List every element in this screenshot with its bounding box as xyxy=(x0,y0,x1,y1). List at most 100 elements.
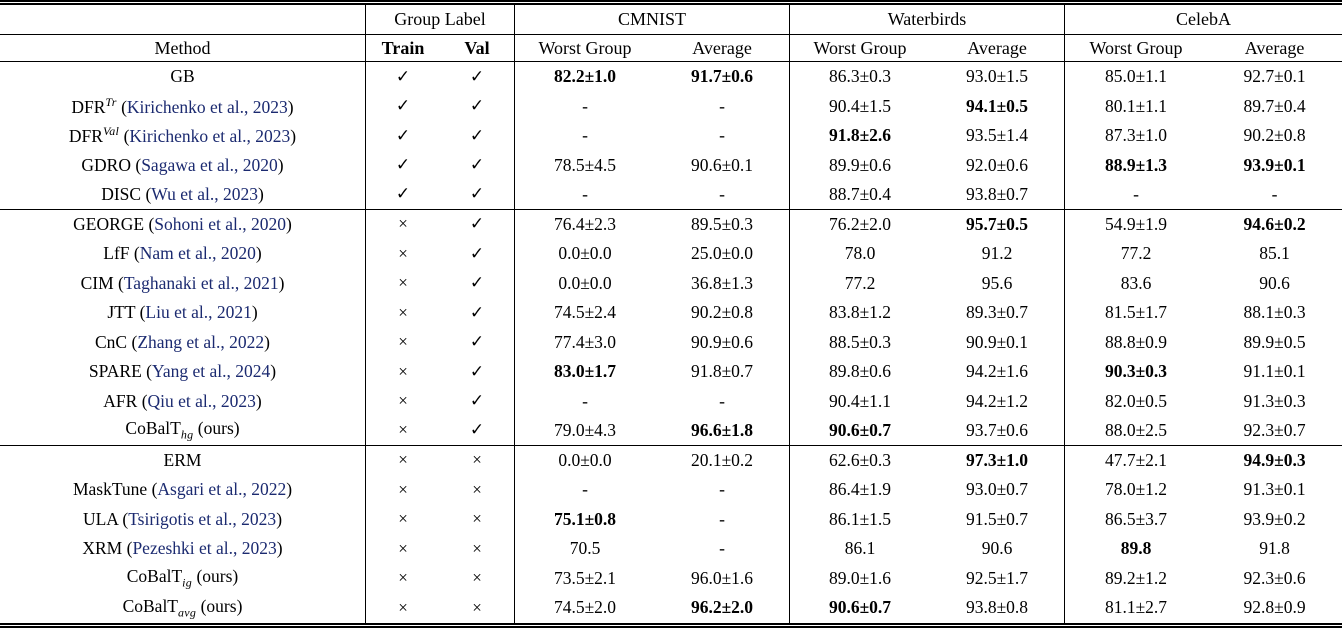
cross-icon: × xyxy=(365,504,440,534)
method-subscript: avg xyxy=(178,605,197,619)
value-cell: 90.4±1.1 xyxy=(789,386,930,416)
citation-link[interactable]: Kirichenko et al., 2023 xyxy=(126,96,288,117)
value-cell: 92.8±0.9 xyxy=(1243,597,1306,618)
citation-link[interactable]: Pezeshki et al., 2023 xyxy=(132,538,277,559)
cross-icon: × xyxy=(365,386,440,416)
citation-link[interactable]: Liu et al., 2021 xyxy=(145,302,252,323)
value-cell: 80.1±1.1 xyxy=(1064,91,1207,121)
check-icon: ✓ xyxy=(469,243,485,263)
value-cell: 86.4±1.9 xyxy=(789,475,930,505)
value-cell: 82.2±1.0 xyxy=(514,62,655,92)
value-cell: 91.7±0.6 xyxy=(690,66,754,87)
citation-link[interactable]: Zhang et al., 2022 xyxy=(137,331,265,352)
value-cell: 77.2 xyxy=(789,268,930,298)
value-cell: 83.8±1.2 xyxy=(789,298,930,328)
citation-link[interactable]: Sagawa et al., 2020 xyxy=(141,154,278,175)
group-label-header: Group Label xyxy=(365,5,514,35)
value-cell: - xyxy=(719,390,725,411)
value-cell: 82.0±0.5 xyxy=(1064,386,1207,416)
table-row: SPARE (Yang et al., 2024) × ✓ 83.0±1.7 91.8±… xyxy=(0,357,1342,387)
table-row: ULA (Tsirigotis et al., 2023) × × 75.1±0.8 -… xyxy=(0,504,1342,534)
column-header-row: Method Train Val Worst Group Average Wor… xyxy=(0,35,1342,62)
cross-icon: × xyxy=(365,534,440,564)
value-cell: 94.9±0.3 xyxy=(1243,449,1306,470)
dataset-header-cmnist: CMNIST xyxy=(514,5,790,35)
value-cell: 94.6±0.2 xyxy=(1243,213,1306,234)
cross-icon: × xyxy=(472,479,482,499)
citation-link[interactable]: Qiu et al., 2023 xyxy=(147,390,256,411)
check-icon: ✓ xyxy=(469,332,485,352)
citation-link[interactable]: Nam et al., 2020 xyxy=(139,243,256,264)
check-icon: ✓ xyxy=(469,273,485,293)
citation-link[interactable]: Sohoni et al., 2020 xyxy=(154,213,287,234)
method-cell: CnC (Zhang et al., 2022) xyxy=(95,331,270,352)
value-cell: 90.6±0.7 xyxy=(789,416,931,446)
value-cell: - xyxy=(719,538,725,559)
value-cell: 92.3±0.6 xyxy=(1243,567,1306,588)
cross-icon: × xyxy=(472,538,482,558)
method-cell: CoBalThg (ours) xyxy=(0,416,365,446)
check-icon: ✓ xyxy=(365,150,440,180)
check-icon: ✓ xyxy=(365,121,440,151)
dataset-header-celeba: CelebA xyxy=(1064,5,1342,35)
value-cell: 92.5±1.7 xyxy=(965,567,1029,588)
value-cell: 89.9±0.6 xyxy=(789,150,930,180)
value-cell: - xyxy=(719,125,725,146)
method-cell: LfF (Nam et al., 2020) xyxy=(103,243,262,264)
value-cell: 96.6±1.8 xyxy=(655,416,790,446)
method-subscript: ig xyxy=(182,575,193,590)
value-cell: 25.0±0.0 xyxy=(690,243,754,264)
value-cell: 70.5 xyxy=(514,534,655,564)
value-cell: 89.0±1.6 xyxy=(789,563,930,593)
value-cell: 92.0±0.6 xyxy=(965,154,1029,175)
citation-link[interactable]: Asgari et al., 2022 xyxy=(157,479,287,500)
value-cell: 90.6 xyxy=(981,538,1013,559)
check-icon: ✓ xyxy=(469,66,485,86)
table-row: JTT (Liu et al., 2021) × ✓ 74.5±2.4 90.2±0.8… xyxy=(0,298,1342,328)
value-cell: 89.3±0.7 xyxy=(965,302,1029,323)
cross-icon: × xyxy=(365,327,440,357)
value-cell: 94.1±0.5 xyxy=(965,95,1029,116)
citation-link[interactable]: Wu et al., 2023 xyxy=(151,183,258,204)
table-row: GB ✓ ✓ 82.2±1.0 91.7±0.6 86.3±0.3 93.0±1.5 85.0… xyxy=(0,62,1342,92)
value-cell: 88.1±0.3 xyxy=(1243,302,1306,323)
method-cell: DFRVal (Kirichenko et al., 2023) xyxy=(68,124,297,147)
value-cell: 81.5±1.7 xyxy=(1064,298,1207,328)
value-cell: 91.3±0.1 xyxy=(1243,479,1306,500)
results-table-frame: Group Label CMNIST Waterbirds CelebA Met… xyxy=(0,0,1342,628)
value-cell: 92.7±0.1 xyxy=(1243,66,1306,87)
results-table: Group Label CMNIST Waterbirds CelebA Met… xyxy=(0,5,1342,623)
value-cell: 74.5±2.0 xyxy=(514,593,655,623)
value-cell: 93.5±1.4 xyxy=(965,125,1029,146)
method-cell: MaskTune (Asgari et al., 2022) xyxy=(72,479,293,500)
cross-icon: × xyxy=(472,597,482,617)
value-cell: 81.1±2.7 xyxy=(1064,593,1207,623)
value-cell: - xyxy=(514,386,655,416)
method-cell: CIM (Taghanaki et al., 2021) xyxy=(80,272,285,293)
value-cell: 91.8±0.7 xyxy=(690,361,754,382)
value-cell: 91.5±0.7 xyxy=(965,508,1029,529)
value-cell: 91.3±0.3 xyxy=(1243,390,1306,411)
value-cell: 75.1±0.8 xyxy=(514,504,655,534)
citation-link[interactable]: Yang et al., 2024 xyxy=(151,361,271,382)
value-cell: 0.0±0.0 xyxy=(514,239,655,269)
group-header-row: Group Label CMNIST Waterbirds CelebA xyxy=(0,5,1342,35)
cross-icon: × xyxy=(365,209,440,239)
value-cell: 86.5±3.7 xyxy=(1064,504,1207,534)
value-cell: 90.6±0.7 xyxy=(789,593,930,623)
citation-link[interactable]: Kirichenko et al., 2023 xyxy=(129,126,291,147)
citation-link[interactable]: Tsirigotis et al., 2023 xyxy=(128,508,277,529)
value-cell: 85.1 xyxy=(1259,243,1290,264)
method-cell: ULA (Tsirigotis et al., 2023) xyxy=(82,508,283,529)
value-cell: 90.6 xyxy=(1259,272,1290,293)
citation-link[interactable]: Taghanaki et al., 2021 xyxy=(123,272,279,293)
value-cell: 89.8 xyxy=(1064,534,1207,564)
table-row: CoBalThg (ours) × ✓ 79.0±4.3 96.6±1.8 90.6±0.… xyxy=(0,416,1342,446)
value-cell: 0.0±0.0 xyxy=(514,268,655,298)
value-cell: 83.0±1.7 xyxy=(514,357,655,387)
value-cell: 89.5±0.3 xyxy=(690,213,754,234)
table-row: GDRO (Sagawa et al., 2020) ✓ ✓ 78.5±4.5 90.6… xyxy=(0,150,1342,180)
table-row: DFRTr (Kirichenko et al., 2023) ✓ ✓ - - 90.4±… xyxy=(0,91,1342,121)
value-cell: 88.5±0.3 xyxy=(789,327,930,357)
method-subscript: hg xyxy=(180,427,194,442)
